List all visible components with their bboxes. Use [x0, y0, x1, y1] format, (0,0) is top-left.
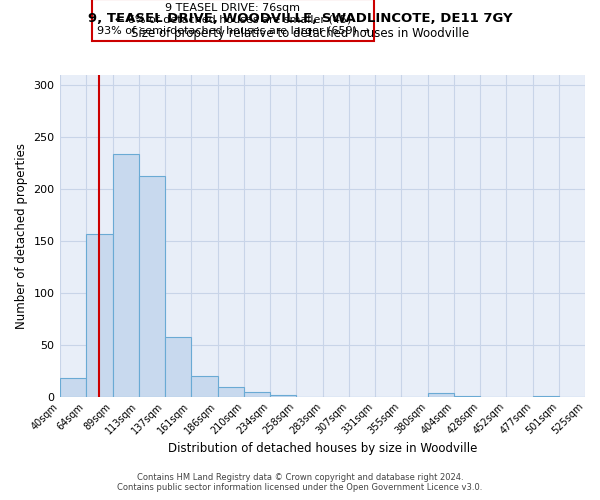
- Bar: [113, 154, 139, 396]
- Bar: [218, 387, 244, 396]
- Bar: [164, 338, 191, 396]
- Bar: [270, 394, 296, 396]
- Text: Contains HM Land Registry data © Crown copyright and database right 2024.
Contai: Contains HM Land Registry data © Crown c…: [118, 473, 482, 492]
- Text: 9 TEASEL DRIVE: 76sqm
← 6% of detached houses are smaller (45)
93% of semi-detac: 9 TEASEL DRIVE: 76sqm ← 6% of detached h…: [97, 3, 370, 36]
- Text: Size of property relative to detached houses in Woodville: Size of property relative to detached ho…: [131, 28, 469, 40]
- Text: 9, TEASEL DRIVE, WOODVILLE, SWADLINCOTE, DE11 7GY: 9, TEASEL DRIVE, WOODVILLE, SWADLINCOTE,…: [88, 12, 512, 26]
- Bar: [191, 376, 218, 396]
- Y-axis label: Number of detached properties: Number of detached properties: [15, 143, 28, 329]
- Bar: [59, 378, 86, 396]
- Bar: [428, 394, 454, 396]
- X-axis label: Distribution of detached houses by size in Woodville: Distribution of detached houses by size …: [167, 442, 477, 455]
- Bar: [86, 234, 113, 396]
- Bar: [139, 176, 164, 396]
- Bar: [244, 392, 270, 396]
